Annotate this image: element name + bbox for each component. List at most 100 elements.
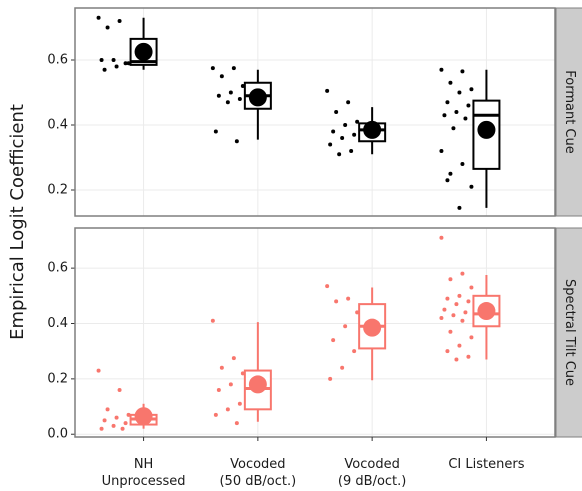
panel-border: [74, 7, 556, 217]
y-tick-label: 0.2: [47, 371, 68, 386]
point: [123, 421, 128, 426]
y-tick-label: 0.6: [47, 261, 68, 276]
mean: [248, 88, 267, 107]
point: [457, 343, 462, 348]
point: [237, 97, 242, 101]
point: [457, 293, 462, 298]
x-tick-label: CI Listeners: [448, 457, 525, 472]
x-tick-label: Vocoded (9 dB/oct.): [337, 457, 407, 489]
mean: [134, 407, 153, 426]
point: [114, 64, 119, 69]
y-tick-label: 0.6: [47, 53, 68, 68]
point: [439, 315, 444, 320]
point: [114, 415, 119, 420]
point: [343, 324, 348, 329]
point: [448, 80, 453, 85]
point: [340, 136, 345, 140]
point: [102, 67, 107, 72]
y-tick-label: 0.4: [47, 118, 68, 133]
point: [213, 412, 218, 417]
point: [219, 74, 224, 79]
point: [334, 110, 339, 114]
point: [466, 299, 471, 304]
point: [457, 205, 462, 210]
point: [460, 271, 465, 276]
point: [451, 126, 456, 131]
mean: [363, 120, 382, 139]
point: [105, 407, 110, 412]
point: [126, 412, 131, 417]
point: [228, 90, 233, 95]
y-axis-title: Empirical Logit Coefficient: [7, 104, 28, 340]
point: [120, 426, 125, 431]
mean: [363, 318, 382, 337]
point: [216, 93, 221, 98]
point: [331, 129, 336, 134]
point: [463, 310, 468, 315]
point: [460, 318, 465, 323]
point: [117, 19, 122, 23]
point: [328, 376, 333, 381]
strip-label: Spectral Tilt Cue: [562, 279, 577, 386]
point: [99, 58, 104, 62]
strip: [555, 227, 582, 438]
point: [349, 149, 354, 153]
point: [340, 365, 345, 370]
point: [234, 421, 239, 426]
point: [469, 335, 474, 340]
point: [328, 142, 333, 147]
point: [111, 58, 116, 62]
point: [96, 15, 101, 20]
point: [469, 184, 474, 189]
point: [334, 299, 339, 304]
panel-bg: [75, 228, 555, 437]
point: [352, 132, 357, 137]
point: [231, 66, 236, 71]
mean: [477, 302, 496, 321]
point: [445, 349, 450, 354]
strip-label: Formant Cue: [562, 70, 577, 154]
point: [231, 356, 236, 361]
point: [234, 139, 239, 144]
point: [466, 354, 471, 359]
point: [126, 61, 131, 66]
mean: [248, 375, 267, 394]
point: [469, 285, 474, 290]
point: [352, 349, 357, 354]
point: [469, 87, 474, 92]
point: [228, 382, 233, 387]
point: [117, 387, 122, 392]
point: [210, 318, 215, 323]
mean: [477, 120, 496, 139]
point: [237, 401, 242, 406]
point: [111, 423, 116, 428]
point: [325, 88, 330, 93]
point: [457, 90, 462, 95]
point: [216, 387, 221, 392]
point: [210, 66, 215, 71]
point: [325, 284, 330, 289]
point: [105, 25, 110, 30]
point: [454, 110, 459, 114]
point: [454, 357, 459, 362]
point: [460, 69, 465, 74]
point: [451, 313, 456, 318]
point: [96, 368, 101, 373]
point: [442, 307, 447, 312]
point: [448, 277, 453, 282]
point: [346, 100, 351, 105]
y-tick-label: 0.4: [47, 316, 68, 331]
point: [355, 310, 360, 315]
y-tick-label: 0.2: [47, 183, 68, 198]
point: [99, 426, 104, 431]
panel-border: [74, 227, 556, 438]
point: [331, 338, 336, 343]
point: [355, 119, 360, 124]
y-tick-label: 0.0: [47, 427, 68, 442]
mean: [134, 42, 153, 61]
point: [439, 235, 444, 240]
point: [213, 129, 218, 134]
point: [219, 365, 224, 370]
point: [225, 100, 230, 105]
point: [123, 61, 128, 66]
